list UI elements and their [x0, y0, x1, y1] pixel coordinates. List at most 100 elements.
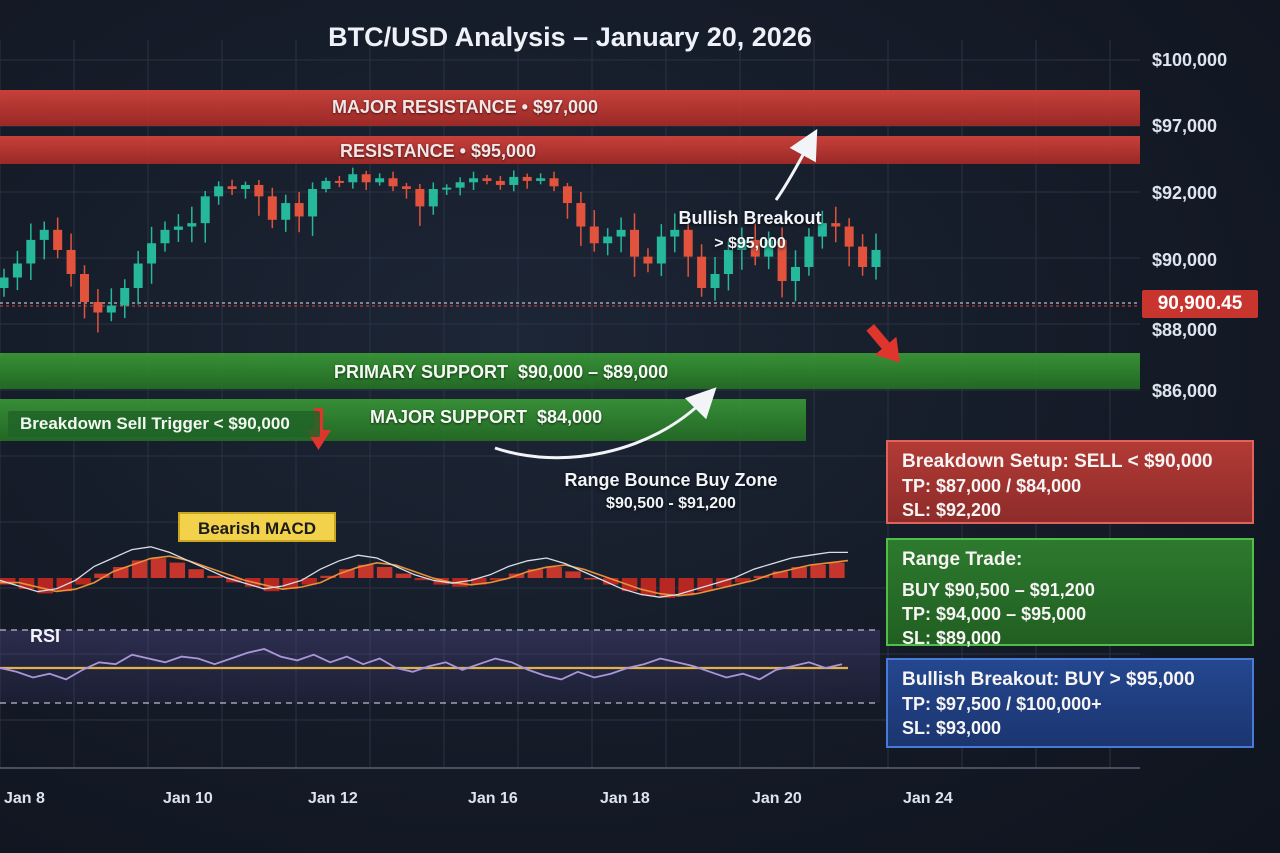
- range-trade-buy: BUY $90,500 – $91,200: [902, 580, 1095, 600]
- x-tick-jan-24: Jan 24: [903, 790, 953, 807]
- macd-bar: [565, 571, 581, 578]
- bullish-breakout-box-sl: SL: $93,000: [902, 718, 1002, 738]
- macd-bar: [829, 562, 845, 578]
- chart-title: BTC/USD Analysis – January 20, 2026: [328, 22, 812, 52]
- candle-body: [428, 188, 438, 207]
- candle-body: [12, 263, 22, 278]
- x-tick-jan-20: Jan 20: [752, 790, 802, 807]
- range-bounce-annotation: Range Bounce Buy Zone $90,500 - $91,200: [540, 470, 802, 513]
- candle-body: [267, 196, 277, 220]
- rsi-band: [0, 630, 880, 703]
- range-trade-tp: TP: $94,000 – $95,000: [902, 604, 1087, 624]
- resistance-zone: [0, 136, 1140, 164]
- macd-bar: [810, 564, 826, 578]
- candle-body: [240, 184, 250, 189]
- macd-bar: [471, 578, 487, 585]
- macd-bar: [527, 569, 544, 578]
- candle-body: [831, 223, 841, 227]
- price-tick-86000: $86,000: [1152, 381, 1218, 401]
- macd-bar: [18, 578, 35, 589]
- candle-body: [710, 274, 720, 288]
- candle-body: [0, 277, 9, 288]
- breakdown-setup-tp: TP: $87,000 / $84,000: [902, 476, 1082, 496]
- breakdown-setup-sl: SL: $92,200: [902, 500, 1002, 520]
- candle-body: [697, 256, 707, 288]
- macd-bar: [113, 567, 129, 578]
- range-trade-title: Range Trade:: [902, 549, 1023, 570]
- macd-panel: [0, 546, 849, 598]
- macd-bar: [169, 562, 186, 578]
- candle-body: [536, 178, 546, 181]
- candle-body: [764, 239, 774, 257]
- price-tick-88000: $88,000: [1152, 320, 1218, 340]
- price-down-arrow-icon: [866, 324, 900, 363]
- macd-bar: [584, 578, 600, 580]
- breakdown-setup-title: Breakdown Setup: SELL < $90,000: [902, 451, 1213, 472]
- primary-support-label: PRIMARY SUPPORT $90,000 – $89,000: [334, 362, 669, 382]
- candle-body: [616, 229, 626, 237]
- bullish-breakout-title: Bullish Breakout: [678, 208, 822, 228]
- candle-body: [509, 176, 519, 185]
- candle-body: [133, 263, 143, 288]
- breakdown-trigger-label: Breakdown Sell Trigger < $90,000: [8, 411, 320, 437]
- macd-bar: [339, 569, 355, 578]
- candle-body: [26, 239, 36, 264]
- macd-bar: [772, 571, 789, 578]
- range-bounce-title: Range Bounce Buy Zone: [564, 470, 778, 490]
- candle-body: [120, 288, 130, 306]
- annotation-arrows: [306, 128, 900, 460]
- bullish-breakout-box-title: Bullish Breakout: BUY > $95,000: [902, 669, 1195, 690]
- x-tick-jan-16: Jan 16: [468, 790, 518, 807]
- candle-body: [442, 187, 452, 190]
- macd-bar: [207, 575, 223, 578]
- price-tick-97000: $97,000: [1152, 116, 1218, 136]
- candle-body: [53, 229, 63, 250]
- candle-body: [844, 226, 854, 247]
- macd-bar: [301, 578, 317, 585]
- macd-line: [0, 546, 848, 598]
- macd-bar: [358, 564, 374, 578]
- bullish-breakout-level: > $95,000: [714, 235, 786, 252]
- major-resistance-label: MAJOR RESISTANCE • $97,000: [332, 97, 599, 117]
- price-tick-100000: $100,000: [1152, 50, 1228, 70]
- candle-body: [656, 236, 666, 264]
- macd-bar: [678, 578, 694, 596]
- candle-body: [308, 188, 318, 217]
- candle-body: [683, 229, 693, 257]
- bearish-macd-badge: Bearish MACD: [178, 512, 336, 542]
- macd-bar: [734, 578, 751, 583]
- primary-support-zone: [0, 353, 1140, 389]
- candle-body: [187, 223, 197, 227]
- macd-bar: [320, 575, 336, 578]
- candle-body: [777, 239, 787, 281]
- macd-bar: [791, 567, 807, 578]
- candle-body: [160, 229, 170, 244]
- candle-body: [858, 246, 868, 267]
- candle-body: [388, 178, 398, 187]
- macd-bar: [489, 578, 506, 581]
- macd-bar: [56, 578, 72, 592]
- candle-body: [415, 188, 425, 207]
- candle-body: [173, 226, 183, 230]
- candle-body: [723, 249, 733, 274]
- bullish-breakout-arrow: [774, 128, 818, 201]
- candle-body: [294, 203, 304, 217]
- rsi-line: [0, 648, 843, 681]
- candle-body: [549, 178, 559, 187]
- major-resistance-zone: [0, 90, 1140, 126]
- candle-body: [106, 305, 116, 313]
- candle-body: [737, 239, 747, 250]
- price-tick-92000: $92,000: [1152, 183, 1218, 203]
- x-tick-jan-18: Jan 18: [600, 790, 650, 807]
- candle-body: [214, 186, 224, 197]
- macd-bar: [376, 567, 393, 578]
- candle-body: [643, 256, 653, 264]
- macd-bar: [716, 578, 732, 587]
- candle-body: [469, 178, 479, 183]
- candle-body: [804, 236, 814, 267]
- candlestick-series: [0, 167, 881, 333]
- candle-body: [227, 186, 237, 189]
- current-price-badge: 90,900.45: [1142, 290, 1258, 318]
- candle-body: [630, 229, 640, 257]
- range-trade-box: Range Trade: BUY $90,500 – $91,200 TP: $…: [886, 538, 1254, 648]
